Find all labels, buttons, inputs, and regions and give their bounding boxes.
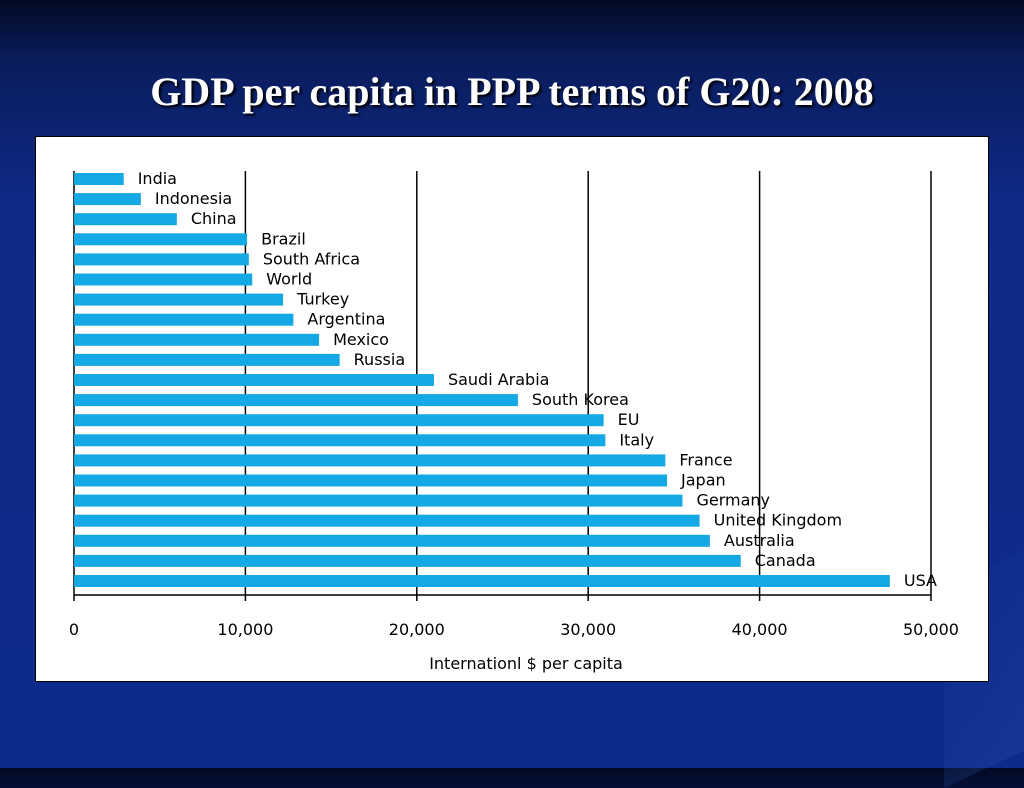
bar	[74, 394, 518, 407]
bar	[74, 193, 141, 206]
bar	[74, 233, 248, 246]
x-axis-title: Internationl $ per capita	[429, 654, 623, 673]
chart-panel: India Indonesia China Brazil South Africa Wor…	[35, 136, 989, 682]
x-axis: 0 10,000 20,000 30,000 40,000 50,000	[69, 594, 959, 639]
bar-label: Japan	[680, 471, 726, 490]
bar-label: Argentina	[307, 310, 385, 329]
bar	[74, 554, 741, 567]
x-tick-label: 10,000	[217, 620, 273, 639]
bars	[74, 173, 890, 587]
bar	[74, 454, 666, 467]
bar-label: Canada	[755, 551, 816, 570]
slide-title: GDP per capita in PPP terms of G20: 2008	[150, 69, 874, 114]
bar-label: Brazil	[261, 229, 306, 248]
x-tick-label: 30,000	[560, 620, 616, 639]
bar	[74, 333, 320, 346]
bar-label: Italy	[619, 430, 654, 449]
x-tick-label: 50,000	[903, 620, 959, 639]
bar	[74, 494, 683, 507]
bar	[74, 414, 604, 427]
bar	[74, 474, 668, 487]
bar	[74, 434, 606, 447]
bar-label: Australia	[724, 531, 795, 550]
bar	[74, 253, 249, 266]
bar-label: World	[266, 270, 312, 289]
bar	[74, 273, 253, 286]
bar-label: India	[138, 169, 177, 188]
bar-label: Russia	[354, 350, 405, 369]
bar-label: United Kingdom	[714, 511, 842, 530]
bar	[74, 213, 177, 226]
bar-label: Saudi Arabia	[448, 370, 550, 389]
bar-label: France	[679, 450, 732, 469]
bar-label: Germany	[696, 491, 770, 510]
bar	[74, 173, 124, 185]
bar	[74, 293, 284, 306]
x-tick-label: 20,000	[389, 620, 445, 639]
bar	[74, 353, 340, 366]
bar-label: Indonesia	[155, 189, 232, 208]
x-tick-label: 0	[69, 620, 79, 639]
bar-label: South Africa	[263, 249, 360, 268]
bar	[74, 374, 434, 386]
x-tick-label: 40,000	[732, 620, 788, 639]
bar-label: Mexico	[333, 330, 389, 349]
bar	[74, 313, 294, 326]
bar-label: China	[191, 209, 237, 228]
bar	[74, 534, 710, 547]
bar-label: Turkey	[296, 290, 349, 309]
bar-label: South Korea	[532, 390, 629, 409]
bar-label: EU	[618, 410, 640, 429]
bar	[74, 575, 890, 587]
bar-label: USA	[904, 571, 937, 590]
bar	[74, 514, 700, 527]
